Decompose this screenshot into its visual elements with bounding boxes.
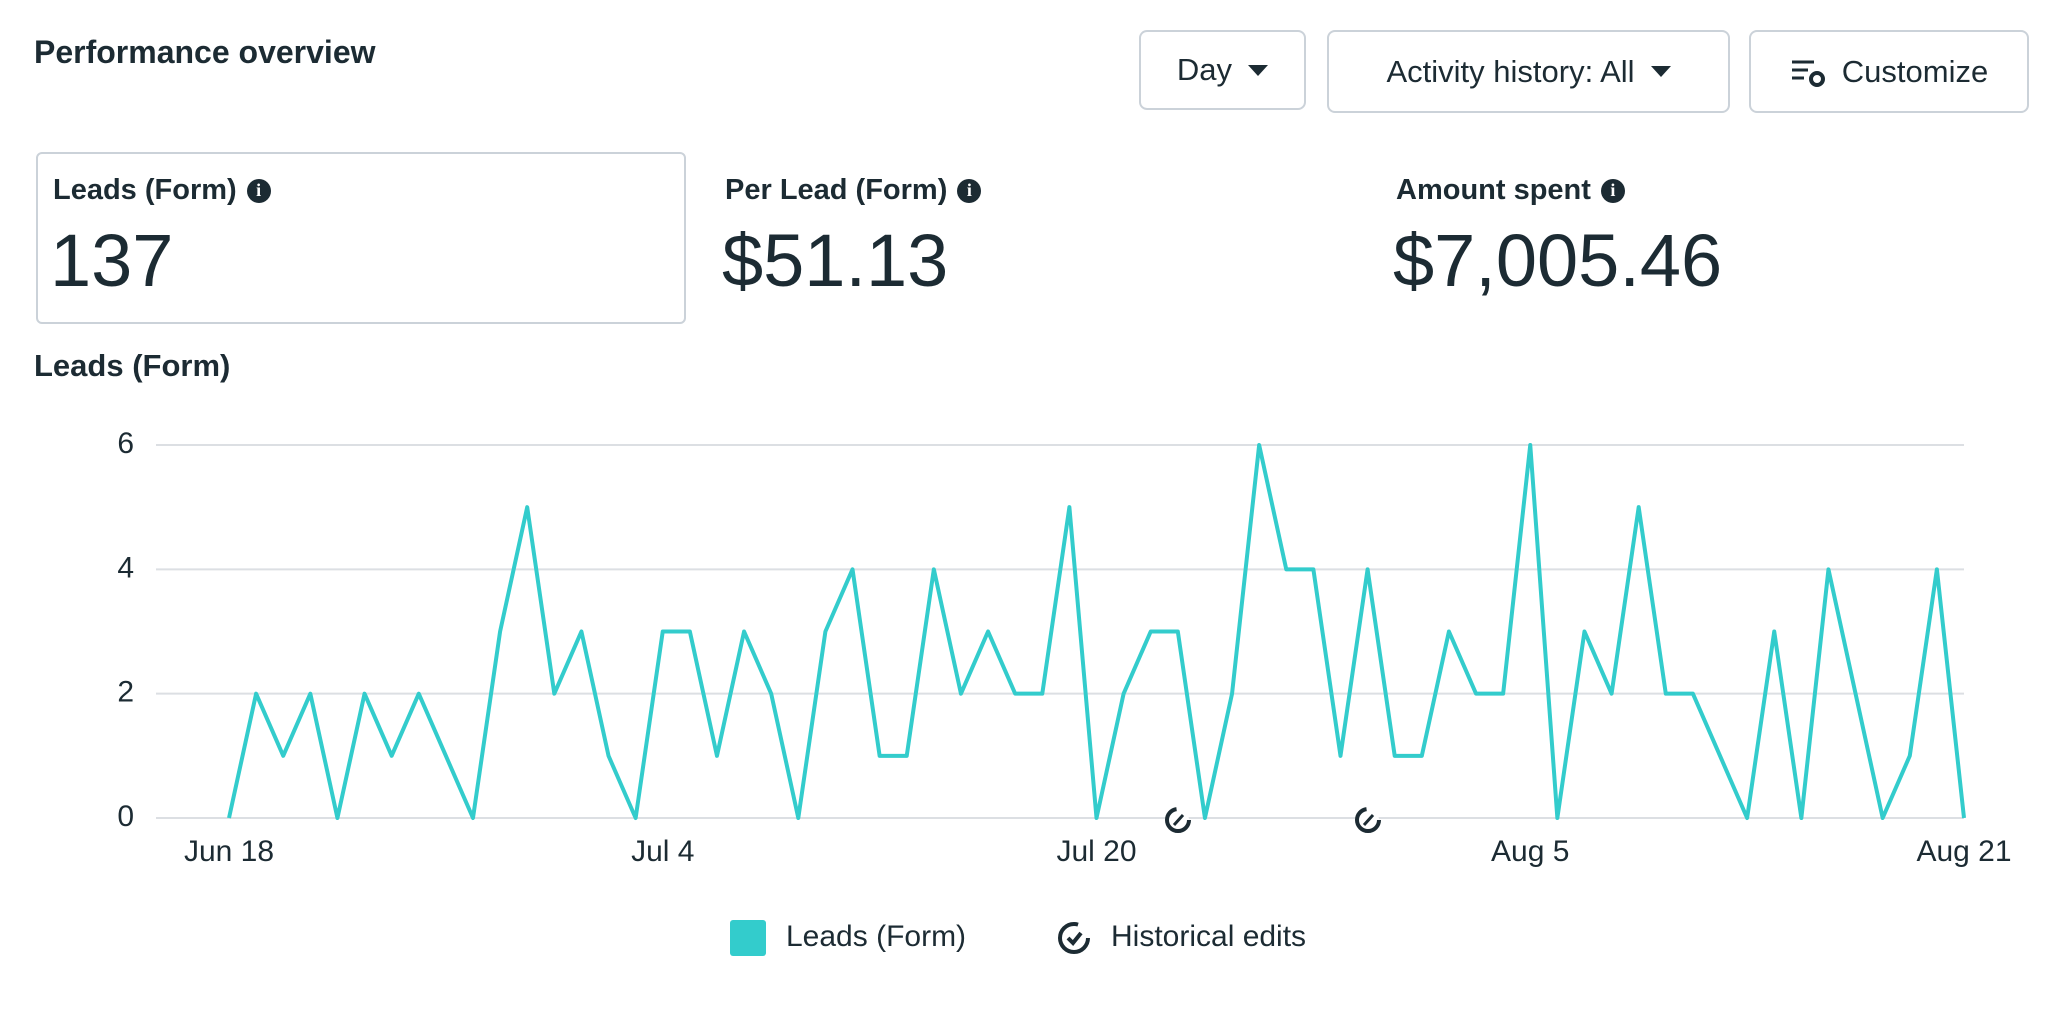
metric-value: 137 <box>50 219 174 302</box>
button-label: Day <box>1176 52 1233 87</box>
metric-label-text: Amount spent <box>1396 174 1591 206</box>
y-tick-label: 2 <box>117 676 134 709</box>
x-tick-label: Jun 18 <box>184 835 274 868</box>
activity-button[interactable]: Activity history: All <box>1327 30 1730 113</box>
info-icon[interactable]: i <box>246 178 271 203</box>
metric-value: $51.13 <box>722 219 949 302</box>
metric-label-text: Per Lead (Form) <box>725 174 948 206</box>
y-tick-label: 0 <box>117 800 134 833</box>
button-label: Activity history: All <box>1386 53 1635 89</box>
y-tick-label: 4 <box>117 551 134 584</box>
historical-edit-marker[interactable] <box>1165 807 1191 833</box>
metric-label: Per Lead (Form) i <box>725 174 982 207</box>
metric-label-text: Leads (Form) <box>53 174 237 206</box>
legend-label: Leads (Form) <box>786 920 966 953</box>
legend-edit-icon <box>1058 922 1090 954</box>
metric-label: Leads (Form) i <box>53 174 271 207</box>
section-title: Performance overview <box>34 34 376 70</box>
day-button[interactable]: Day <box>1139 30 1306 110</box>
x-tick-label: Aug 21 <box>1916 835 2011 868</box>
metric-label: Amount spent i <box>1396 174 1625 207</box>
chart-title: Leads (Form) <box>34 348 231 383</box>
info-icon[interactable]: i <box>1600 178 1625 203</box>
historical-edit-marker[interactable] <box>1355 807 1381 833</box>
customize-icon <box>1791 60 1825 87</box>
button-label: Customize <box>1841 53 1989 89</box>
caret <box>1248 64 1269 76</box>
line-series <box>227 443 1966 820</box>
info-icon[interactable]: i <box>957 178 982 203</box>
x-tick-label: Aug 5 <box>1491 835 1569 868</box>
metric-card-selected[interactable] <box>36 152 686 324</box>
y-tick-label: 6 <box>117 427 134 460</box>
x-tick-label: Jul 4 <box>631 835 694 868</box>
caret <box>1650 66 1671 77</box>
customize-button[interactable]: Customize <box>1749 30 2029 113</box>
x-tick-label: Jul 20 <box>1056 835 1136 868</box>
legend-label: Historical edits <box>1111 920 1306 953</box>
legend-swatch <box>730 920 766 956</box>
metric-value: $7,005.46 <box>1393 219 1723 302</box>
